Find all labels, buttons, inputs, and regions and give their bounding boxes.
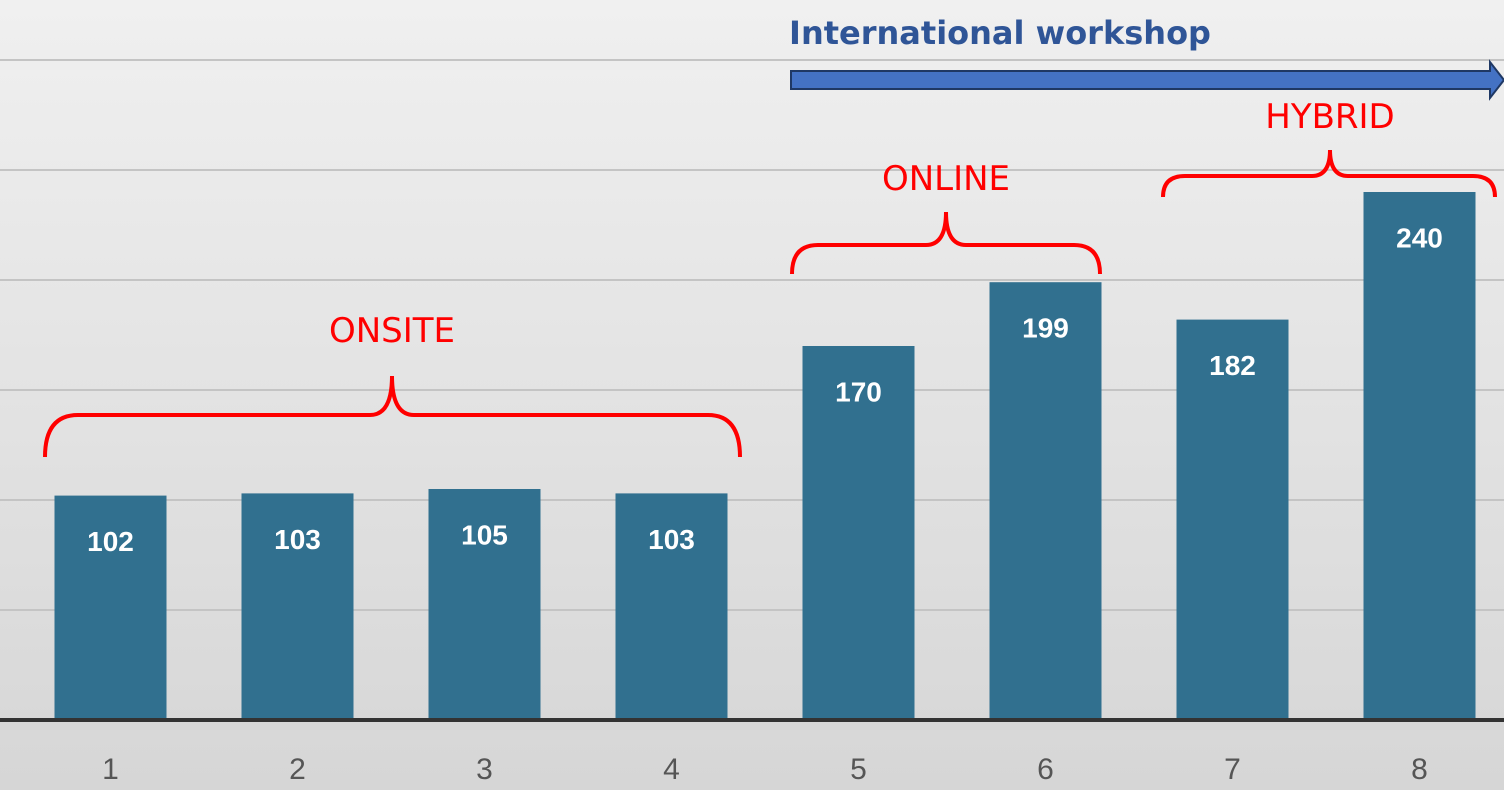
value-label: 240 bbox=[1396, 222, 1443, 253]
bar bbox=[615, 493, 728, 720]
bar bbox=[428, 489, 541, 720]
value-label: 102 bbox=[87, 526, 134, 557]
value-label: 182 bbox=[1209, 350, 1256, 381]
bar bbox=[1363, 192, 1476, 720]
bar bbox=[1176, 319, 1289, 720]
x-tick-label: 8 bbox=[1411, 753, 1428, 786]
x-tick-label: 2 bbox=[289, 753, 306, 786]
value-label: 103 bbox=[648, 524, 695, 555]
onsite-label: ONSITE bbox=[329, 311, 455, 351]
hybrid-label: HYBRID bbox=[1265, 97, 1395, 137]
hybrid-brace bbox=[1161, 149, 1497, 198]
value-label: 103 bbox=[274, 524, 321, 555]
onsite-brace bbox=[43, 375, 742, 458]
x-tick-label: 6 bbox=[1037, 753, 1054, 786]
x-tick-label: 1 bbox=[102, 753, 119, 786]
value-label: 199 bbox=[1022, 313, 1069, 344]
online-label: ONLINE bbox=[882, 159, 1010, 199]
x-tick-label: 3 bbox=[476, 753, 493, 786]
x-tick-label: 4 bbox=[663, 753, 680, 786]
value-label: 105 bbox=[461, 519, 508, 550]
value-label: 170 bbox=[835, 376, 882, 407]
bar bbox=[241, 493, 354, 720]
workshop-arrow bbox=[790, 59, 1504, 101]
workshop-label: International workshop bbox=[789, 14, 1211, 52]
bar bbox=[802, 346, 915, 720]
bar bbox=[989, 282, 1102, 720]
online-brace bbox=[790, 211, 1102, 275]
bar bbox=[54, 495, 167, 720]
x-tick-label: 5 bbox=[850, 753, 867, 786]
x-tick-label: 7 bbox=[1224, 753, 1241, 786]
